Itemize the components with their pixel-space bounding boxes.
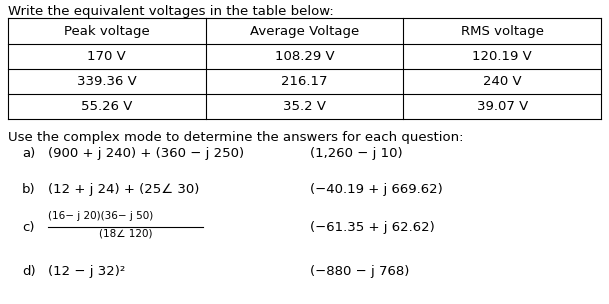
Text: Peak voltage: Peak voltage (64, 25, 150, 37)
Text: Write the equivalent voltages in the table below:: Write the equivalent voltages in the tab… (8, 5, 334, 18)
Text: Average Voltage: Average Voltage (250, 25, 359, 37)
Text: b): b) (22, 183, 35, 196)
Text: d): d) (22, 265, 35, 278)
Text: 170 V: 170 V (88, 50, 126, 63)
Text: 39.07 V: 39.07 V (476, 100, 528, 113)
Text: RMS voltage: RMS voltage (460, 25, 544, 37)
Text: a): a) (22, 147, 35, 160)
Text: (900 + j 240) + (360 − j 250): (900 + j 240) + (360 − j 250) (48, 147, 244, 160)
Text: (−40.19 + j 669.62): (−40.19 + j 669.62) (310, 183, 443, 196)
Text: 55.26 V: 55.26 V (81, 100, 133, 113)
Text: c): c) (22, 220, 35, 233)
Text: 216.17: 216.17 (281, 75, 328, 88)
Text: (18∠ 120): (18∠ 120) (99, 228, 152, 238)
Text: Use the complex mode to determine the answers for each question:: Use the complex mode to determine the an… (8, 131, 463, 144)
Text: (1,260 − j 10): (1,260 − j 10) (310, 147, 403, 160)
Text: (12 + j 24) + (25∠ 30): (12 + j 24) + (25∠ 30) (48, 183, 199, 196)
Text: 120.19 V: 120.19 V (473, 50, 532, 63)
Text: 240 V: 240 V (483, 75, 521, 88)
Text: (16− j 20)(36− j 50): (16− j 20)(36− j 50) (48, 211, 153, 221)
Text: 339.36 V: 339.36 V (77, 75, 136, 88)
Text: 108.29 V: 108.29 V (275, 50, 334, 63)
Text: (−880 − j 768): (−880 − j 768) (310, 265, 409, 278)
Text: 35.2 V: 35.2 V (283, 100, 326, 113)
Text: (12 − j 32)²: (12 − j 32)² (48, 265, 125, 278)
Text: (−61.35 + j 62.62): (−61.35 + j 62.62) (310, 220, 435, 233)
